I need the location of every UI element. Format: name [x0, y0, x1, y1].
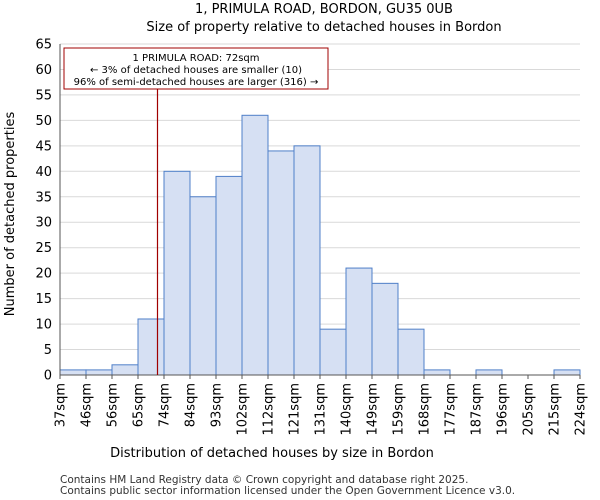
y-tick-label: 50 [35, 114, 52, 129]
x-tick-label: 224sqm [574, 383, 589, 436]
footer-line-2: Contains public sector information licen… [60, 485, 515, 497]
x-tick-label: 84sqm [184, 383, 199, 427]
y-axis-ticks: 0 5 10 15 20 25 30 35 40 45 50 55 60 65 [35, 38, 52, 384]
annotation-line-3: 96% of semi-detached houses are larger (… [74, 77, 319, 88]
x-tick-label: 93sqm [210, 383, 225, 427]
histogram-bar [319, 328, 347, 376]
y-tick-label: 20 [35, 267, 52, 282]
footer-line-1: Contains HM Land Registry data © Crown c… [60, 474, 468, 486]
histogram-bar [475, 369, 503, 376]
histogram-bar [293, 145, 321, 376]
histogram-bar [111, 364, 139, 376]
annotation-line-1: 1 PRIMULA ROAD: 72sqm [133, 53, 260, 64]
histogram-bar [345, 267, 373, 376]
x-tick-label: 159sqm [392, 383, 407, 436]
y-tick-label: 65 [35, 38, 52, 53]
y-tick-label: 0 [44, 369, 52, 384]
histogram-bar [553, 369, 581, 376]
x-tick-label: 187sqm [470, 383, 485, 436]
x-tick-label: 168sqm [418, 383, 433, 436]
x-tick-label: 46sqm [80, 383, 95, 427]
histogram-bar [215, 175, 243, 376]
y-tick-label: 55 [35, 88, 52, 103]
y-tick-label: 25 [35, 241, 52, 256]
x-tick-label: 102sqm [236, 383, 251, 436]
chart-title: 1, PRIMULA ROAD, BORDON, GU35 0UB [195, 2, 453, 17]
annotation-box: 1 PRIMULA ROAD: 72sqm ← 3% of detached h… [63, 47, 329, 90]
y-axis-label: Number of detached properties [3, 112, 18, 317]
histogram-bar [59, 369, 87, 376]
y-tick-label: 35 [35, 190, 52, 205]
y-tick-label: 40 [35, 165, 52, 180]
y-tick-label: 30 [35, 216, 52, 231]
x-axis-label: Distribution of detached houses by size … [110, 446, 434, 461]
x-tick-label: 149sqm [366, 383, 381, 436]
x-tick-label: 205sqm [522, 383, 537, 436]
y-tick-label: 5 [44, 343, 52, 358]
histogram-bar [371, 282, 399, 376]
y-tick-label: 10 [35, 318, 52, 333]
bar-series [59, 114, 581, 376]
histogram-bar [189, 196, 217, 376]
y-tick-label: 15 [35, 292, 52, 307]
histogram-bar [163, 170, 191, 376]
x-tick-label: 56sqm [106, 383, 121, 427]
x-tick-label: 140sqm [340, 383, 355, 436]
x-tick-label: 215sqm [548, 383, 563, 436]
x-tick-label: 196sqm [496, 383, 511, 436]
x-tick-label: 131sqm [314, 383, 329, 436]
y-tick-label: 45 [35, 139, 52, 154]
annotation-frame [63, 47, 329, 90]
x-tick-label: 37sqm [54, 383, 69, 427]
annotation-line-2: ← 3% of detached houses are smaller (10) [90, 65, 302, 76]
x-tick-label: 65sqm [132, 383, 147, 427]
x-tick-label: 112sqm [262, 383, 277, 436]
histogram-bar [267, 150, 295, 376]
x-axis-ticks: 37sqm 46sqm 56sqm 65sqm 74sqm 84sqm 93sqm 102sq… [54, 375, 589, 436]
y-tick-label: 60 [35, 63, 52, 78]
x-tick-label: 177sqm [444, 383, 459, 436]
histogram-bar [85, 369, 113, 376]
histogram-bar [423, 369, 451, 376]
histogram-bar [137, 318, 165, 376]
chart-subtitle: Size of property relative to detached ho… [146, 20, 501, 35]
x-tick-label: 74sqm [158, 383, 173, 427]
histogram-bar [397, 328, 425, 376]
histogram-bar [241, 114, 269, 376]
x-tick-label: 121sqm [288, 383, 303, 436]
